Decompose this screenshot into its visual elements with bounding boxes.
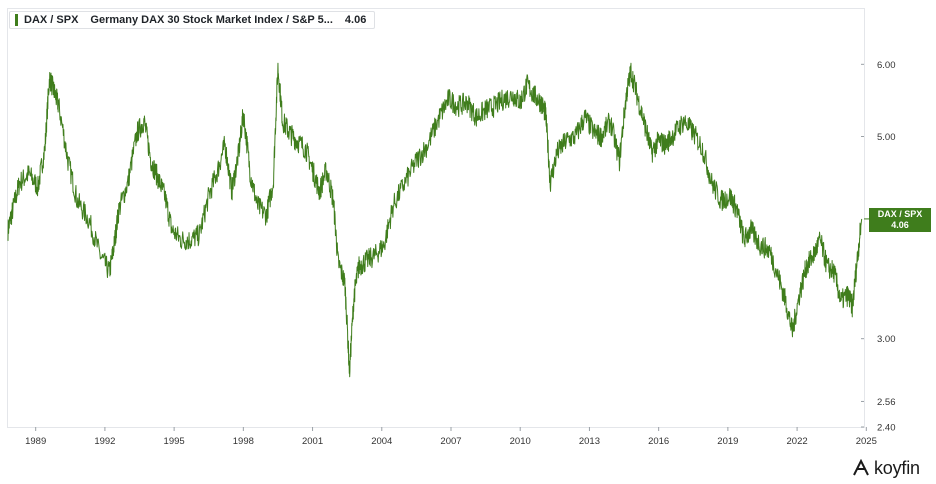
last-value-badge: DAX / SPX 4.06 [869,208,931,232]
y-tick-label: 2.56 [877,397,896,408]
badge-value: 4.06 [891,220,909,230]
x-tick-label: 2007 [440,436,461,447]
logo-text: koyfin [874,457,920,478]
legend-box[interactable]: DAX / SPX Germany DAX 30 Stock Market In… [9,11,376,29]
koyfin-k-icon [853,459,869,476]
y-tick-label: 5.00 [877,132,896,143]
x-tick-label: 1995 [164,436,185,447]
y-axis: 2.40 2.56 3.00 5.00 6.00 [861,60,896,434]
x-tick-label: 2019 [717,436,738,447]
koyfin-logo[interactable]: koyfin [852,456,920,480]
x-axis: 1989 1992 1995 1998 2001 2004 2007 2010 2013 2016… [25,427,877,447]
legend-ticker: DAX / SPX [24,14,79,26]
x-tick-label: 1998 [233,436,254,447]
chart-plot-area[interactable] [7,8,865,428]
x-tick-label: 1992 [94,436,115,447]
legend-swatch [15,14,18,26]
x-tick-label: 2025 [856,436,877,447]
badge-ticker: DAX / SPX [877,209,923,219]
x-tick-label: 2022 [787,436,808,447]
y-tick-label: 6.00 [877,60,896,71]
y-tick-label: 3.00 [877,334,896,345]
series-layer [7,62,863,378]
x-tick-label: 2016 [648,436,669,447]
legend-series-name: Germany DAX 30 Stock Market Index / S&P … [90,14,333,26]
x-tick-label: 2001 [302,436,323,447]
legend-value: 4.06 [344,14,367,26]
y-tick-label: 2.40 [877,423,896,434]
x-tick-label: 1989 [25,436,46,447]
x-tick-label: 2010 [510,436,531,447]
series-line-dax-spx [7,62,863,378]
x-tick-label: 2013 [579,436,600,447]
x-tick-label: 2004 [371,436,392,447]
